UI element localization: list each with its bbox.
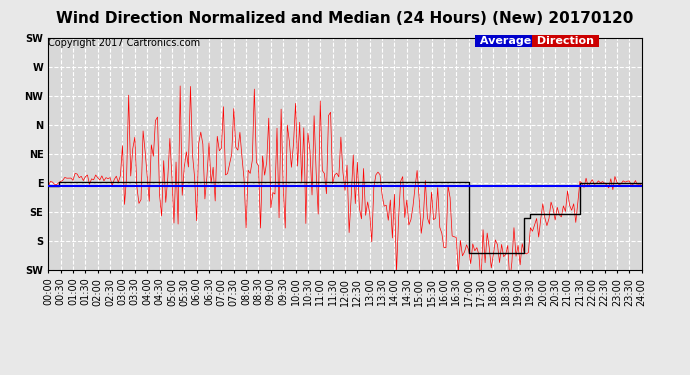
Text: Average: Average bbox=[476, 36, 535, 46]
Text: Copyright 2017 Cartronics.com: Copyright 2017 Cartronics.com bbox=[48, 38, 200, 48]
Text: Direction: Direction bbox=[533, 36, 598, 46]
Text: Wind Direction Normalized and Median (24 Hours) (New) 20170120: Wind Direction Normalized and Median (24… bbox=[57, 11, 633, 26]
